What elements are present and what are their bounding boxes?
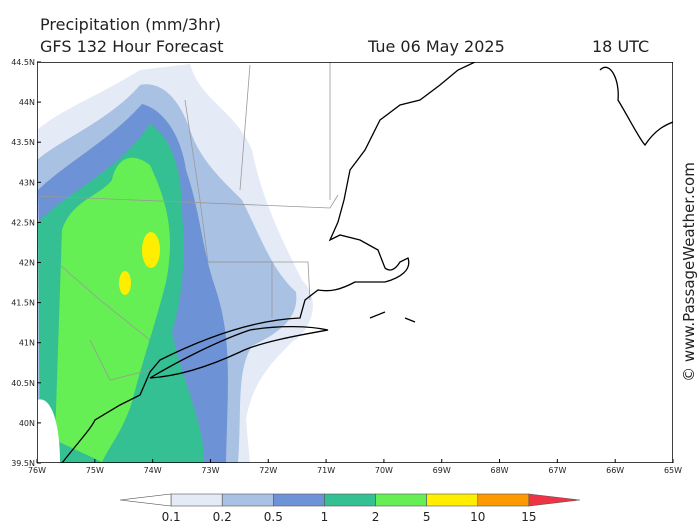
lon-label: 76W <box>28 466 46 475</box>
graticule-labels: 44.5N 44N 43.5N 43N 42.5N 42N 41.5N 41N 40.5N 40N… <box>11 58 682 475</box>
lat-label: 43.5N <box>11 138 35 147</box>
colorbar-box <box>170 493 223 507</box>
lon-label: 75W <box>86 466 104 475</box>
precip-5 <box>142 232 160 268</box>
lat-label: 40.5N <box>11 379 35 388</box>
colorbar-arrow <box>528 493 581 507</box>
lon-label: 71W <box>317 466 335 475</box>
lon-label: 68W <box>490 466 508 475</box>
colorbar-box <box>221 493 274 507</box>
lon-label: 65W <box>664 466 682 475</box>
lat-label: 41N <box>19 339 35 348</box>
lat-label: 41.5N <box>11 299 35 308</box>
date: Tue 06 May 2025 <box>367 37 505 56</box>
colorbar: 0.1 0.2 0.5 1 2 5 10 15 <box>119 493 581 524</box>
lat-label: 39.5N <box>11 459 35 468</box>
lon-label: 66W <box>606 466 624 475</box>
precip-5 <box>119 271 131 295</box>
colorbar-label: 15 <box>521 510 536 524</box>
lat-label: 42.5N <box>11 218 35 227</box>
colorbar-label: 0.2 <box>213 510 232 524</box>
title: Precipitation (mm/3hr) <box>40 15 221 34</box>
colorbar-label: 1 <box>321 510 329 524</box>
colorbar-label: 10 <box>470 510 485 524</box>
lat-label: 40N <box>19 419 35 428</box>
lon-label: 74W <box>144 466 162 475</box>
lon-label: 73W <box>201 466 219 475</box>
lat-label: 43N <box>19 178 35 187</box>
colorbar-arrow <box>119 493 172 507</box>
precip-0-1 <box>37 399 60 463</box>
colorbar-box <box>426 493 479 507</box>
colorbar-box <box>273 493 325 507</box>
colorbar-label: 5 <box>423 510 431 524</box>
lat-label: 42N <box>19 259 35 268</box>
lon-label: 70W <box>375 466 393 475</box>
coastline <box>61 62 673 463</box>
lon-label: 72W <box>259 466 277 475</box>
subtitle: GFS 132 Hour Forecast <box>40 37 224 56</box>
watermark: © www.PassageWeather.com <box>680 162 698 382</box>
time: 18 UTC <box>592 37 649 56</box>
colorbar-label: 2 <box>372 510 380 524</box>
colorbar-box <box>477 493 530 507</box>
map-area <box>37 62 673 463</box>
state-borders <box>37 62 339 381</box>
colorbar-box <box>375 493 427 507</box>
colorbar-box <box>324 493 376 507</box>
colorbar-label: 0.5 <box>264 510 283 524</box>
colorbar-label: 0.1 <box>162 510 181 524</box>
lon-label: 69W <box>433 466 451 475</box>
lat-label: 44N <box>19 98 35 107</box>
lat-label: 44.5N <box>11 58 35 67</box>
lon-label: 67W <box>548 466 566 475</box>
